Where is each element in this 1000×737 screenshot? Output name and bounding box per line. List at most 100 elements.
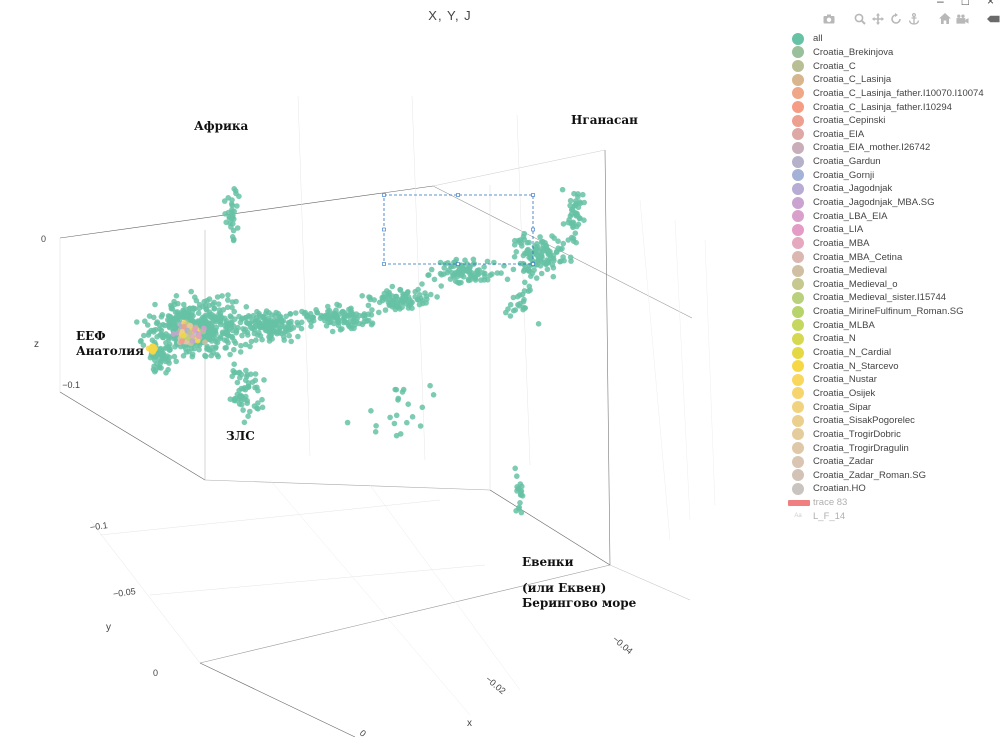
scatter-point: [538, 239, 545, 245]
scatter-point: [242, 341, 249, 348]
legend-item[interactable]: Croatia_Brekinjova: [790, 46, 1000, 60]
close-button[interactable]: ×: [986, 0, 994, 8]
legend-item[interactable]: Croatia_EIA: [790, 127, 1000, 141]
turntable-icon[interactable]: [907, 12, 920, 25]
legend-item[interactable]: Croatia_MBA: [790, 237, 1000, 251]
legend-item[interactable]: Croatia_MirineFulfinum_Roman.SG: [790, 305, 1000, 319]
scatter-point: [567, 254, 574, 261]
legend-swatch: [792, 60, 804, 73]
scatter-point: [191, 327, 198, 334]
scatter-point: [229, 327, 236, 334]
legend-item[interactable]: Croatia_C_Lasinja_father.I10070.I10074: [790, 87, 1000, 101]
legend-item[interactable]: Croatia_Medieval_sister.I15744: [790, 291, 1000, 305]
legend-swatch: [792, 196, 804, 209]
legend-swatch: [792, 210, 804, 223]
scatter-point: [314, 309, 320, 316]
scatter-point: [227, 396, 234, 403]
scatter-point: [201, 325, 207, 332]
legend-item[interactable]: Croatia_N_Cardial: [790, 346, 1000, 360]
home-icon[interactable]: [938, 12, 951, 25]
orbit-icon[interactable]: [889, 12, 902, 25]
scatter-point: [243, 367, 249, 374]
zoom-icon[interactable]: [853, 12, 866, 25]
legend-item[interactable]: Croatia_LBA_EIA: [790, 209, 1000, 223]
scatter-point: [232, 188, 239, 194]
legend-label: Croatia_MBA_Cetina: [813, 251, 903, 263]
scatter-point: [238, 401, 245, 408]
camera-icon[interactable]: [822, 12, 835, 25]
legend-label: trace 83: [813, 497, 848, 509]
legend-item[interactable]: Croatia_EIA_mother.I26742: [790, 141, 1000, 155]
scatter-point: [264, 328, 270, 334]
scatter-point: [491, 259, 497, 266]
legend-item[interactable]: Croatia_Nustar: [790, 373, 1000, 387]
scatter-point: [547, 255, 554, 262]
maximize-button[interactable]: □: [961, 0, 969, 8]
scatter-point: [288, 318, 294, 325]
legend-item[interactable]: Croatia_Jagodnjak: [790, 182, 1000, 196]
legend-item[interactable]: Croatia_C_Lasinja: [790, 73, 1000, 87]
scatter-point: [255, 406, 261, 412]
scatter-point: [189, 353, 196, 360]
legend-item[interactable]: Croatia_N_Starcevo: [790, 359, 1000, 373]
legend-item[interactable]: Croatia_Cepinski: [790, 114, 1000, 128]
legend-item[interactable]: Croatia_Zadar_Roman.SG: [790, 469, 1000, 483]
scatter-point: [330, 311, 336, 318]
scatter-point: [459, 265, 466, 271]
legend-item[interactable]: Croatia_TrogirDobric: [790, 428, 1000, 442]
legend-item[interactable]: Aa L_F_14: [790, 509, 1000, 523]
video-icon[interactable]: [956, 12, 969, 25]
hover-icon[interactable]: [987, 12, 1000, 25]
legend-item[interactable]: Croatia_C_Lasinja_father.I10294: [790, 100, 1000, 114]
legend-item[interactable]: Croatia_TrogirDragulin: [790, 441, 1000, 455]
legend-item[interactable]: Croatia_MLBA: [790, 318, 1000, 332]
scatter-point: [231, 346, 237, 353]
legend-swatch: [792, 373, 804, 386]
legend-item[interactable]: Croatia_SisakPogorelec: [790, 414, 1000, 428]
scatter-point: [365, 311, 372, 318]
legend-item[interactable]: all: [790, 32, 1000, 46]
legend-item[interactable]: Croatia_Medieval: [790, 264, 1000, 278]
legend-item[interactable]: Croatia_C: [790, 59, 1000, 73]
scatter-point: [397, 286, 403, 293]
scatter-point: [568, 211, 575, 217]
legend-item[interactable]: Croatia_Sipar: [790, 400, 1000, 414]
legend-swatch: [792, 469, 804, 482]
selection-box[interactable]: [382, 193, 535, 266]
pan-icon[interactable]: [871, 12, 884, 25]
scatter-point: [210, 301, 216, 308]
scatter3d-plot[interactable]: 0 −0.1 z −0.1 −0.05 0 y −0.04 −0.02 0 x …: [0, 0, 785, 737]
legend-item[interactable]: Croatian.HO: [790, 482, 1000, 496]
legend-item[interactable]: Croatia_Zadar: [790, 455, 1000, 469]
legend-label: Croatia_N_Starcevo: [813, 360, 899, 372]
scatter-point: [231, 369, 238, 376]
legend-item[interactable]: Croatia_Jagodnjak_MBA.SG: [790, 196, 1000, 210]
scatter-point: [166, 336, 172, 343]
legend-item[interactable]: Croatia_Medieval_o: [790, 278, 1000, 292]
legend-label: Croatia_MBA: [813, 237, 870, 249]
legend-item[interactable]: Croatia_LIA: [790, 223, 1000, 237]
legend-swatch: [792, 442, 804, 455]
scatter-point: [367, 296, 374, 303]
legend-item[interactable]: Croatia_MBA_Cetina: [790, 250, 1000, 264]
scatter-point: [186, 311, 192, 318]
annotation-afrika: Африка: [194, 119, 249, 133]
legend-label: Croatia_Gardun: [813, 156, 881, 168]
legend-item[interactable]: Croatia_Gardun: [790, 155, 1000, 169]
legend-swatch: [792, 251, 804, 264]
scatter-point: [267, 317, 274, 324]
scatter-point: [163, 370, 169, 376]
legend-item[interactable]: trace 83: [788, 496, 1000, 510]
legend-item[interactable]: Croatia_Gornji: [790, 168, 1000, 182]
legend-label: Croatia_Medieval_sister.I15744: [813, 292, 947, 304]
scatter-point: [225, 292, 231, 298]
legend-item[interactable]: Croatia_N: [790, 332, 1000, 346]
scatter-point: [240, 386, 247, 392]
legend-item[interactable]: Croatia_Osijek: [790, 387, 1000, 401]
scatter-point: [533, 275, 540, 281]
scatter-point: [263, 310, 269, 317]
scatter-point: [194, 337, 201, 344]
minimize-button[interactable]: –: [937, 0, 944, 8]
legend-label: Croatia_Jagodnjak_MBA.SG: [813, 197, 935, 208]
scatter-point: [145, 332, 152, 338]
